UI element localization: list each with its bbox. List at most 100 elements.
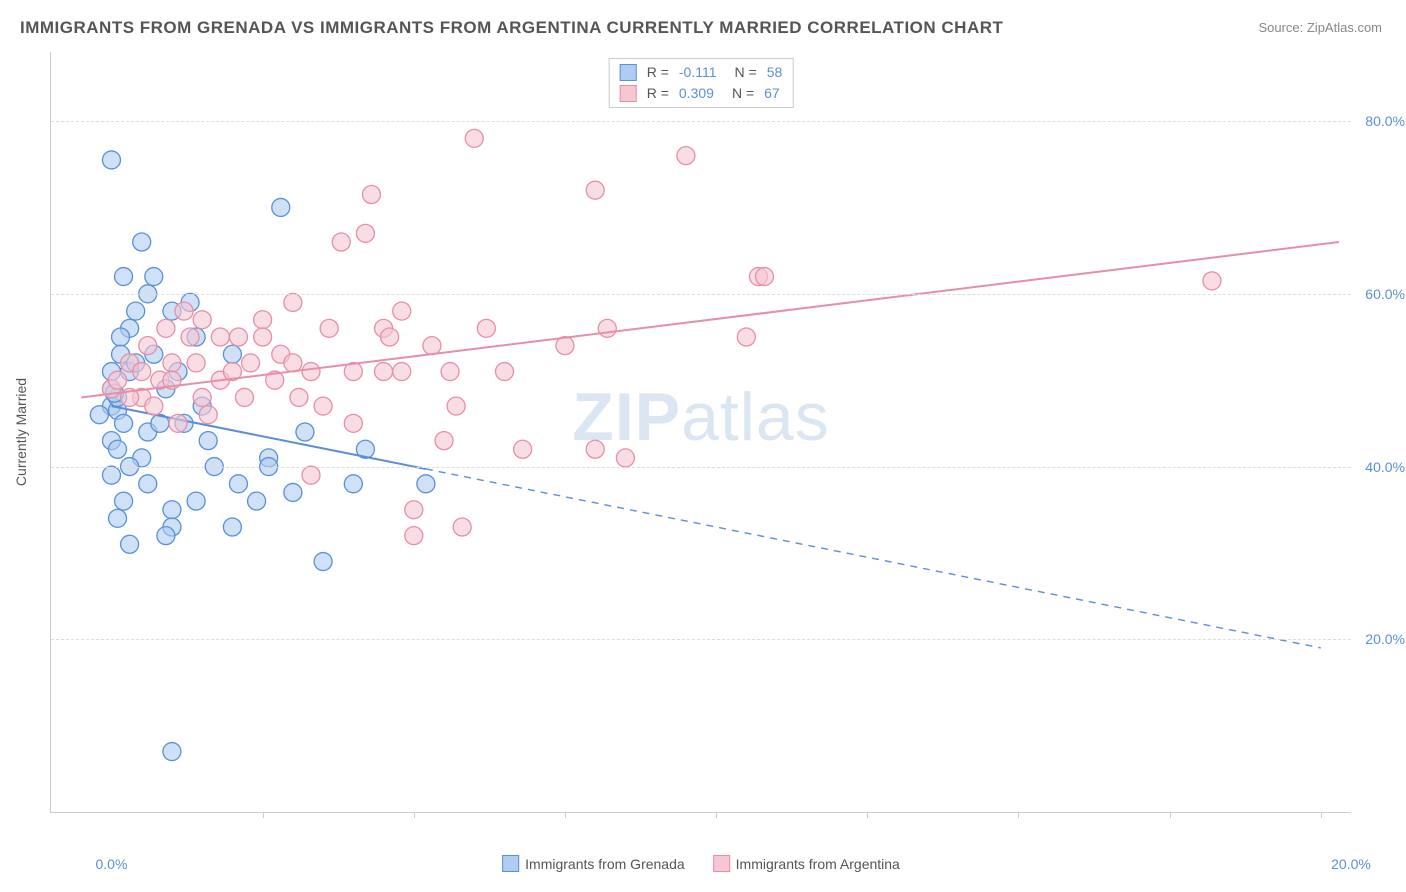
scatter-point-argentina [405,527,423,545]
scatter-point-argentina [199,406,217,424]
scatter-point-argentina [356,224,374,242]
scatter-point-argentina [495,363,513,381]
ytick-label: 80.0% [1365,113,1405,129]
scatter-point-grenada [102,151,120,169]
scatter-point-grenada [187,492,205,510]
y-axis-label: Currently Married [13,378,29,486]
scatter-point-argentina [586,181,604,199]
xtick [716,812,717,818]
scatter-point-argentina [477,319,495,337]
scatter-point-argentina [332,233,350,251]
scatter-point-argentina [381,328,399,346]
legend-label: Immigrants from Grenada [525,856,685,872]
scatter-point-grenada [139,475,157,493]
scatter-point-grenada [102,466,120,484]
scatter-point-argentina [755,268,773,286]
scatter-point-grenada [284,483,302,501]
scatter-point-argentina [175,302,193,320]
stats-row: R = 0.309 N = 67 [620,83,783,104]
scatter-point-argentina [393,302,411,320]
scatter-point-grenada [199,432,217,450]
scatter-point-grenada [121,535,139,553]
N-value-argentina: 67 [764,83,780,104]
scatter-point-grenada [163,501,181,519]
ytick-label: 60.0% [1365,286,1405,302]
swatch-grenada [502,855,519,872]
scatter-point-argentina [1203,272,1221,290]
swatch-grenada [620,64,637,81]
scatter-point-argentina [737,328,755,346]
scatter-point-argentina [302,363,320,381]
xtick [1170,812,1171,818]
scatter-point-grenada [248,492,266,510]
scatter-point-argentina [193,311,211,329]
scatter-point-argentina [242,354,260,372]
R-value-grenada: -0.111 [679,62,717,83]
scatter-point-argentina [157,319,175,337]
scatter-point-argentina [344,414,362,432]
scatter-point-argentina [514,440,532,458]
ytick-label: 40.0% [1365,459,1405,475]
scatter-point-argentina [254,328,272,346]
scatter-point-argentina [229,328,247,346]
scatter-point-argentina [423,337,441,355]
scatter-point-argentina [375,363,393,381]
legend-item-grenada: Immigrants from Grenada [502,855,685,872]
swatch-argentina [713,855,730,872]
xtick [565,812,566,818]
scatter-point-grenada [163,743,181,761]
scatter-point-argentina [447,397,465,415]
swatch-argentina [620,85,637,102]
N-label: N = [732,83,754,104]
xtick-label: 20.0% [1331,856,1371,872]
scatter-point-argentina [405,501,423,519]
scatter-point-argentina [362,186,380,204]
scatter-point-grenada [157,527,175,545]
scatter-point-grenada [344,475,362,493]
scatter-point-argentina [598,319,616,337]
ytick-label: 20.0% [1365,631,1405,647]
scatter-point-grenada [109,440,127,458]
scatter-point-argentina [393,363,411,381]
scatter-point-grenada [229,475,247,493]
gridline [51,639,1351,640]
scatter-plot: Currently Married ZIPatlas R = -0.111 N … [50,52,1351,813]
scatter-point-argentina [616,449,634,467]
scatter-point-argentina [284,354,302,372]
scatter-point-argentina [284,293,302,311]
scatter-point-argentina [302,466,320,484]
scatter-point-grenada [417,475,435,493]
scatter-point-grenada [115,492,133,510]
scatter-point-grenada [145,268,163,286]
scatter-point-argentina [109,371,127,389]
source-attribution: Source: ZipAtlas.com [1258,20,1382,35]
stats-row: R = -0.111 N = 58 [620,62,783,83]
scatter-point-grenada [314,553,332,571]
gridline [51,467,1351,468]
scatter-point-argentina [235,388,253,406]
N-value-grenada: 58 [767,62,783,83]
plot-svg [51,52,1351,812]
scatter-point-grenada [223,345,241,363]
correlation-legend: R = -0.111 N = 58 R = 0.309 N = 67 [609,58,794,108]
scatter-point-grenada [109,509,127,527]
scatter-point-argentina [163,354,181,372]
xtick-label: 0.0% [95,856,127,872]
xtick [867,812,868,818]
scatter-point-argentina [453,518,471,536]
gridline [51,294,1351,295]
scatter-point-grenada [223,518,241,536]
R-label: R = [647,62,669,83]
scatter-point-grenada [127,302,145,320]
N-label: N = [735,62,757,83]
scatter-point-argentina [465,129,483,147]
scatter-point-argentina [211,328,229,346]
scatter-point-argentina [435,432,453,450]
scatter-point-argentina [133,363,151,381]
scatter-point-argentina [314,397,332,415]
scatter-point-grenada [133,233,151,251]
scatter-point-argentina [139,337,157,355]
scatter-point-argentina [181,328,199,346]
R-label: R = [647,83,669,104]
scatter-point-grenada [115,414,133,432]
